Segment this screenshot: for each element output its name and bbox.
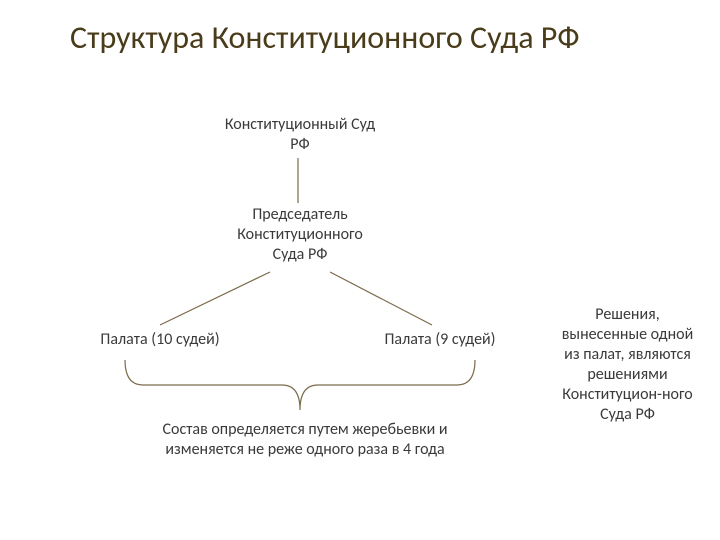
- node-root-line2: РФ: [290, 135, 309, 154]
- node-chamber2-label: Палата (9 судей): [384, 330, 495, 349]
- node-chair-line2: Конституционного: [237, 225, 363, 244]
- side-note: Решения, вынесенные одной из палат, явля…: [560, 305, 695, 425]
- node-chair-line1: Председатель: [252, 205, 347, 224]
- node-chamber1: Палата (10 судей): [80, 330, 240, 350]
- node-chair: Председатель Конституционного Суда РФ: [195, 205, 405, 265]
- side-note-text: Решения, вынесенные одной из палат, явля…: [562, 305, 693, 424]
- node-composition-line2: изменяется не реже одного раза в 4 года: [165, 440, 444, 459]
- node-root: Конституционный Суд РФ: [200, 115, 400, 155]
- slide-title: Структура Конституционного Суда РФ: [70, 20, 630, 57]
- node-chamber2: Палата (9 судей): [360, 330, 520, 350]
- node-composition: Состав определяется путем жеребьевки и и…: [110, 420, 500, 460]
- node-chamber1-label: Палата (10 судей): [100, 330, 219, 349]
- node-composition-line1: Состав определяется путем жеребьевки и: [162, 420, 447, 439]
- node-chair-line3: Суда РФ: [273, 245, 328, 264]
- node-root-line1: Конституционный Суд: [225, 115, 375, 134]
